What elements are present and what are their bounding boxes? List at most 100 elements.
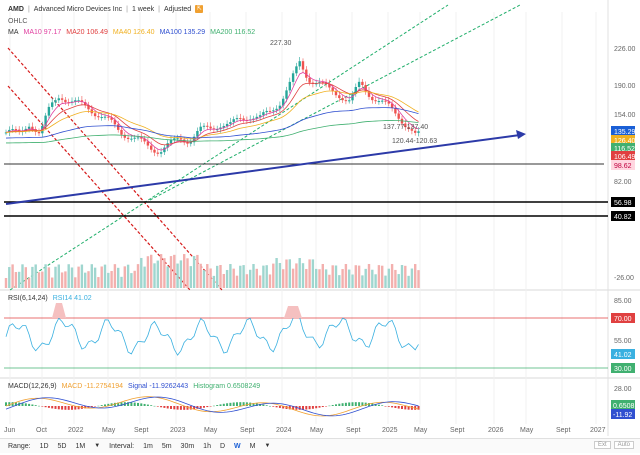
- volume-bar: [8, 267, 11, 288]
- x-axis-label: May: [204, 427, 218, 434]
- macd-hist-bar: [384, 406, 387, 407]
- macd-hist-bar: [71, 406, 73, 410]
- candle-body: [156, 152, 159, 154]
- macd-hist-bar: [387, 406, 390, 407]
- interval-5m[interactable]: 5m: [161, 442, 172, 450]
- macd-hist-bar: [394, 406, 397, 409]
- macd-hist-bar: [203, 406, 205, 408]
- macd-hist-bar: [417, 406, 420, 410]
- company-name: Advanced Micro Devices Inc: [33, 5, 123, 13]
- volume-bar: [212, 275, 216, 288]
- macd-hist-bar: [54, 406, 57, 409]
- candle-body: [47, 106, 51, 116]
- macd-hist-bar: [374, 404, 377, 406]
- x-axis-label: Sept: [240, 427, 254, 434]
- price-tag-bg: [611, 135, 635, 145]
- volume-bar: [291, 268, 295, 288]
- x-axis-label: May: [414, 427, 428, 434]
- volume-bar: [400, 265, 404, 288]
- volume-bar: [34, 264, 37, 288]
- candle-body: [179, 138, 183, 140]
- volume-bar: [183, 254, 186, 288]
- volume-bar: [311, 259, 315, 288]
- interval-label[interactable]: 1 week: [131, 5, 155, 13]
- trend-arrow-head: [516, 130, 526, 139]
- interval-1m[interactable]: 1m: [143, 442, 153, 450]
- interval-1h[interactable]: 1h: [203, 442, 211, 450]
- macd-hist-bar: [325, 406, 328, 407]
- rsi-tag-label: 30.00: [614, 366, 632, 373]
- candle-body: [414, 130, 417, 133]
- macd-hist-bar: [351, 402, 354, 406]
- macd-hist-bar: [176, 406, 179, 410]
- candle-body: [173, 138, 176, 141]
- volume-bar: [407, 275, 410, 288]
- macd-hist-bar: [358, 402, 361, 406]
- rsi-value: RSI14 41.02: [52, 295, 92, 302]
- candle-body: [361, 81, 364, 85]
- macd-histogram: [5, 402, 420, 410]
- macd-hist-bar: [34, 405, 37, 406]
- volume-bar: [239, 265, 242, 288]
- macd-hist-bar: [219, 404, 222, 406]
- macd-hist-bar: [302, 406, 304, 410]
- candle-body: [291, 73, 295, 82]
- range-1d[interactable]: 1D: [39, 442, 49, 450]
- candle-body: [189, 142, 192, 144]
- volume-bar: [156, 260, 159, 288]
- candle-body: [252, 118, 255, 120]
- volume-bar: [384, 275, 387, 288]
- adjust-label[interactable]: Adjusted: [163, 5, 192, 13]
- auto-button[interactable]: Auto: [613, 441, 634, 449]
- volume-bar: [364, 268, 367, 288]
- macd-hist-bar: [84, 406, 87, 409]
- macd-hist-bar: [90, 406, 93, 408]
- interval-m[interactable]: M: [249, 442, 256, 450]
- macd-hist-bar: [11, 402, 14, 406]
- price-tag-bg: [611, 143, 635, 153]
- volume-bar: [357, 265, 361, 288]
- macd-hist-bar: [64, 406, 67, 410]
- range-1m[interactable]: 1M: [75, 442, 86, 450]
- candle-body: [242, 118, 245, 120]
- macd-hist-bar: [173, 406, 176, 410]
- macd-hist-bar: [31, 404, 34, 406]
- ext-button[interactable]: Ext: [593, 441, 611, 449]
- macd-hist-bar: [341, 403, 344, 406]
- chevron-down-icon[interactable]: ▼: [264, 443, 271, 449]
- signal-value: Signal -11.9262443: [128, 383, 189, 390]
- volume-bar: [176, 263, 179, 288]
- interval-w[interactable]: W: [234, 442, 241, 450]
- macd-hist-bar: [143, 403, 146, 406]
- candle-body: [113, 119, 117, 125]
- range-annotation: 137.77-137.40: [383, 124, 428, 131]
- macd-hist-bar: [368, 403, 370, 406]
- interval-30m[interactable]: 30m: [180, 442, 195, 450]
- candle-body: [11, 129, 14, 131]
- chevron-down-icon[interactable]: ▼: [94, 443, 101, 449]
- range-5d[interactable]: 5D: [57, 442, 67, 450]
- candle-body: [123, 134, 126, 138]
- candle-body: [394, 107, 397, 114]
- price-axis-label: 190.00: [614, 83, 636, 90]
- interval-d[interactable]: D: [219, 442, 226, 450]
- candle-body: [272, 110, 275, 112]
- volume-bar: [288, 259, 291, 288]
- volume-bar: [206, 264, 209, 288]
- volume-bar: [235, 275, 239, 288]
- volume-bar: [169, 256, 173, 288]
- candle-body: [397, 113, 400, 119]
- volume-bar: [14, 272, 18, 288]
- candle-body: [357, 81, 361, 88]
- volume-bar: [222, 273, 225, 288]
- external-link-icon[interactable]: ⇱: [195, 5, 204, 13]
- volume-bar: [262, 265, 265, 288]
- candle-body: [97, 116, 100, 118]
- volume-bar: [272, 263, 275, 288]
- macd-hist-bar: [41, 406, 44, 407]
- macd-hist-bar: [288, 406, 291, 410]
- candle-body: [159, 152, 163, 154]
- x-axis-label: 2023: [170, 427, 186, 434]
